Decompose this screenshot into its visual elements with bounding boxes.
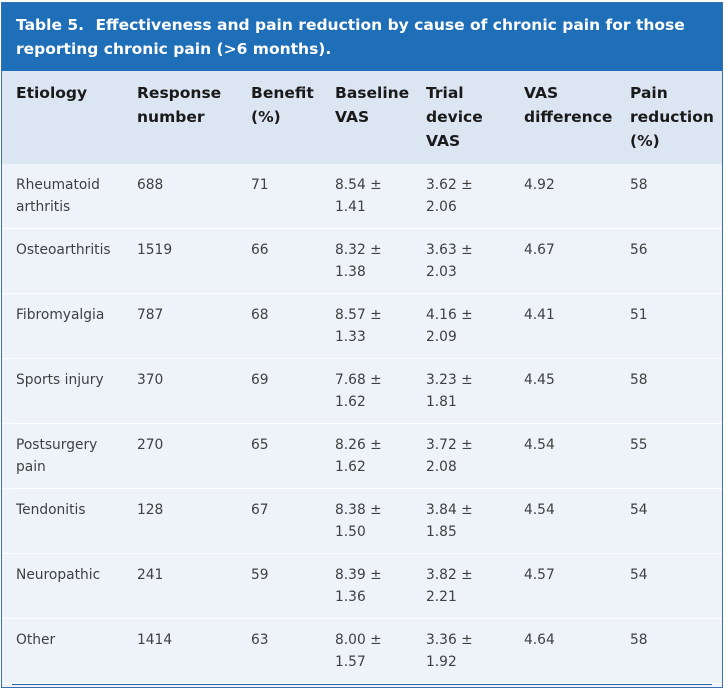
cell-difference: 4.67 xyxy=(510,228,616,294)
cell-reduction: 56 xyxy=(616,228,722,294)
cell-baseline: 7.68 ±1.62 xyxy=(321,358,412,424)
cell-etiology: Osteoarthritis xyxy=(2,228,123,294)
table-footnote: VAS: Visual analogue scale. xyxy=(2,685,722,687)
cell-response: 688 xyxy=(123,164,237,229)
table-row: Rheumatoid arthritis 688 71 8.54 ±1.41 3.… xyxy=(2,164,722,229)
cell-benefit: 67 xyxy=(237,488,321,554)
column-header-benefit: Benefit (%) xyxy=(237,71,321,164)
cell-reduction: 54 xyxy=(616,553,722,619)
cell-reduction: 58 xyxy=(616,164,722,229)
cell-difference: 4.64 xyxy=(510,618,616,684)
cell-etiology: Neuropathic xyxy=(2,553,123,619)
cell-baseline: 8.32 ±1.38 xyxy=(321,228,412,294)
cell-baseline: 8.39 ±1.36 xyxy=(321,553,412,619)
cell-difference: 4.41 xyxy=(510,293,616,359)
cell-benefit: 69 xyxy=(237,358,321,424)
results-table: Etiology Response number Benefit (%) Bas… xyxy=(2,71,722,684)
cell-benefit: 65 xyxy=(237,423,321,489)
cell-baseline: 8.26 ±1.62 xyxy=(321,423,412,489)
cell-baseline: 8.38 ±1.50 xyxy=(321,488,412,554)
cell-response: 1519 xyxy=(123,228,237,294)
cell-trial: 3.84 ±1.85 xyxy=(412,488,510,554)
column-header-vas-difference: VAS difference xyxy=(510,71,616,164)
cell-trial: 3.72 ±2.08 xyxy=(412,423,510,489)
cell-trial: 3.63 ±2.03 xyxy=(412,228,510,294)
table-caption: Table 5. Effectiveness and pain reductio… xyxy=(2,3,722,71)
cell-difference: 4.54 xyxy=(510,423,616,489)
cell-reduction: 58 xyxy=(616,358,722,424)
cell-baseline: 8.54 ±1.41 xyxy=(321,164,412,229)
column-header-response-number: Response number xyxy=(123,71,237,164)
table-row: Osteoarthritis 1519 66 8.32 ±1.38 3.63 ±… xyxy=(2,228,722,294)
cell-benefit: 63 xyxy=(237,618,321,684)
table-caption-text: Effectiveness and pain reduction by caus… xyxy=(16,16,685,58)
cell-difference: 4.92 xyxy=(510,164,616,229)
table-row: Other 1414 63 8.00 ±1.57 3.36 ±1.92 4.64… xyxy=(2,618,722,684)
cell-reduction: 58 xyxy=(616,618,722,684)
cell-etiology: Postsurgery pain xyxy=(2,423,123,489)
cell-reduction: 55 xyxy=(616,423,722,489)
table-row: Tendonitis 128 67 8.38 ±1.50 3.84 ±1.85 … xyxy=(2,488,722,554)
cell-benefit: 71 xyxy=(237,164,321,229)
cell-response: 1414 xyxy=(123,618,237,684)
table-row: Neuropathic 241 59 8.39 ±1.36 3.82 ±2.21… xyxy=(2,553,722,619)
cell-response: 787 xyxy=(123,293,237,359)
cell-etiology: Fibromyalgia xyxy=(2,293,123,359)
cell-benefit: 66 xyxy=(237,228,321,294)
cell-response: 241 xyxy=(123,553,237,619)
cell-response: 370 xyxy=(123,358,237,424)
footnote-divider xyxy=(12,684,712,685)
cell-etiology: Rheumatoid arthritis xyxy=(2,164,123,229)
cell-difference: 4.45 xyxy=(510,358,616,424)
column-header-baseline-vas: Baseline VAS xyxy=(321,71,412,164)
cell-trial: 3.62 ±2.06 xyxy=(412,164,510,229)
cell-trial: 4.16 ±2.09 xyxy=(412,293,510,359)
cell-reduction: 54 xyxy=(616,488,722,554)
cell-trial: 3.23 ±1.81 xyxy=(412,358,510,424)
cell-trial: 3.82 ±2.21 xyxy=(412,553,510,619)
header-row: Etiology Response number Benefit (%) Bas… xyxy=(2,71,722,164)
cell-baseline: 8.57 ±1.33 xyxy=(321,293,412,359)
cell-reduction: 51 xyxy=(616,293,722,359)
cell-benefit: 59 xyxy=(237,553,321,619)
cell-trial: 3.36 ±1.92 xyxy=(412,618,510,684)
cell-response: 270 xyxy=(123,423,237,489)
cell-etiology: Other xyxy=(2,618,123,684)
column-header-etiology: Etiology xyxy=(2,71,123,164)
cell-difference: 4.57 xyxy=(510,553,616,619)
cell-etiology: Sports injury xyxy=(2,358,123,424)
cell-response: 128 xyxy=(123,488,237,554)
table-row: Fibromyalgia 787 68 8.57 ±1.33 4.16 ±2.0… xyxy=(2,293,722,359)
column-header-pain-reduction: Pain reduction (%) xyxy=(616,71,722,164)
cell-baseline: 8.00 ±1.57 xyxy=(321,618,412,684)
column-header-trial-device-vas: Trial device VAS xyxy=(412,71,510,164)
cell-etiology: Tendonitis xyxy=(2,488,123,554)
table-caption-label: Table 5. xyxy=(16,16,85,34)
cell-benefit: 68 xyxy=(237,293,321,359)
cell-difference: 4.54 xyxy=(510,488,616,554)
table-row: Postsurgery pain 270 65 8.26 ±1.62 3.72 ±… xyxy=(2,423,722,489)
table-row: Sports injury 370 69 7.68 ±1.62 3.23 ±1.… xyxy=(2,358,722,424)
